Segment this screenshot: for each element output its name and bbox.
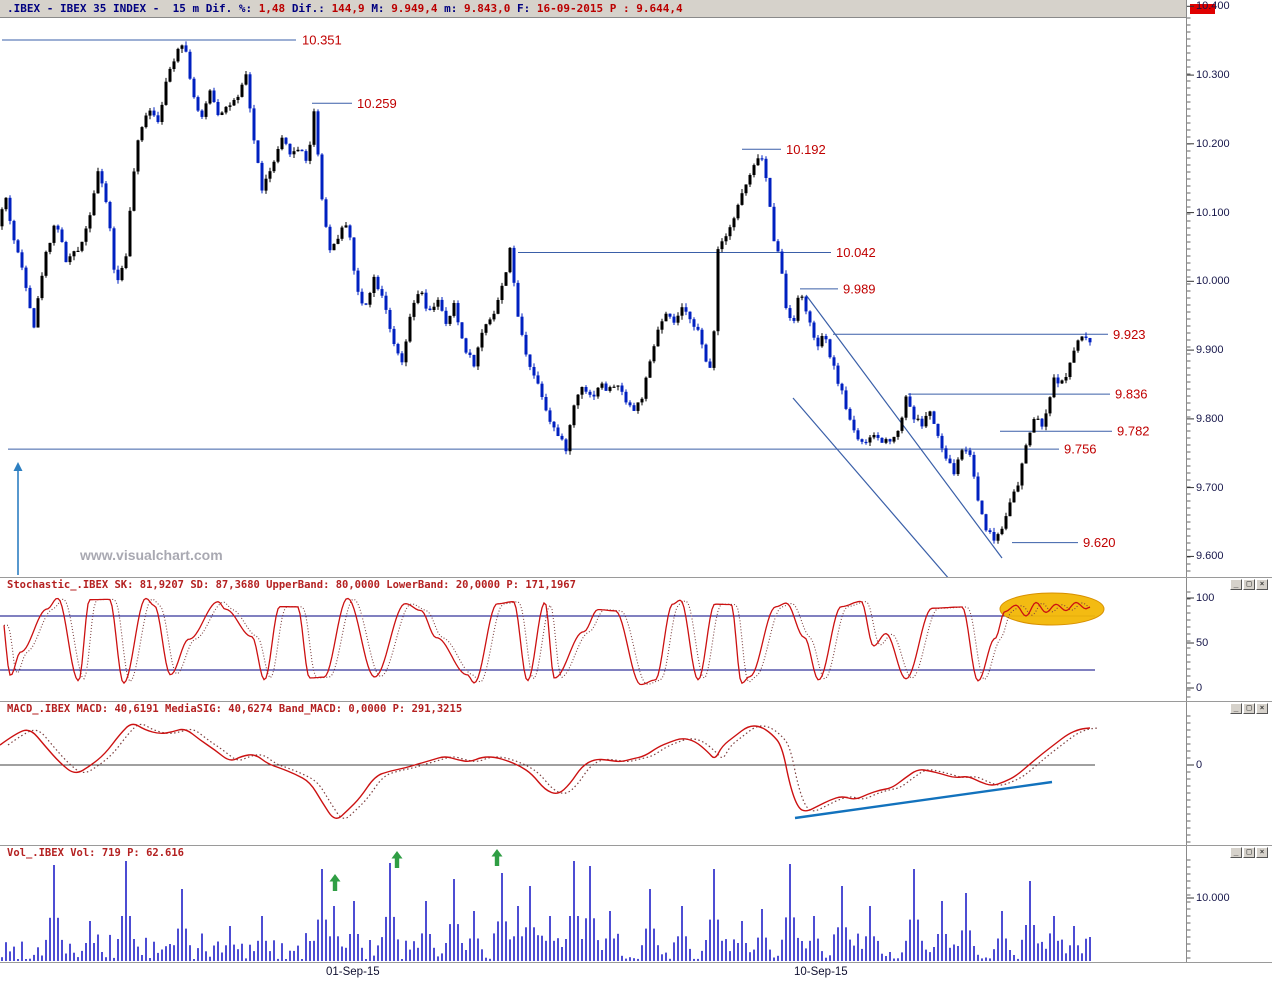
macd-header: MACD_.IBEX MACD: 40,6191 MediaSIG: 40,62… (0, 702, 1186, 716)
title-segment: 144,9 (331, 2, 372, 15)
axis-tick-label: 9.900 (1196, 344, 1224, 356)
volume-header-text: Vol_.IBEX Vol: 719 P: 62.616 (7, 847, 185, 859)
axis-tick-label: 10.000 (1196, 892, 1230, 904)
price-level-label: 9.620 (1083, 535, 1116, 550)
date-label-01-sep: 01-Sep-15 (326, 966, 380, 978)
title-segment: M: (371, 2, 392, 15)
axis-tick-label: 0 (1196, 759, 1203, 771)
price-level-label: 10.192 (786, 142, 826, 157)
macd-trendline[interactable] (794, 780, 1053, 820)
stochastic-chart (0, 592, 1105, 686)
price-level-label: 9.923 (1113, 327, 1146, 342)
green-up-arrow-icon[interactable] (491, 849, 503, 866)
price-level-label: 10.259 (357, 96, 397, 111)
candlesticks (0, 41, 1092, 544)
stochastic-header: Stochastic_.IBEX SK: 81,9207 SD: 87,3680… (0, 578, 1186, 592)
macd-header-text: MACD_.IBEX MACD: 40,6191 MediaSIG: 40,62… (7, 703, 463, 715)
alert-indicator[interactable] (1190, 4, 1215, 14)
axis-tick-label: 10.000 (1196, 275, 1230, 287)
close-button[interactable]: × (1256, 579, 1268, 590)
support-resistance-levels: 10.351 10.259 10.192 10.042 9.989 9.923 9.836 9… (2, 33, 1150, 550)
panel-divider (0, 962, 1272, 963)
title-text: .IBEX - IBEX 35 INDEX - 15 m Dif. %: 1,4… (7, 2, 683, 15)
highlight-ellipse[interactable] (999, 592, 1105, 626)
title-segment: - IBEX 35 INDEX - (40, 2, 173, 15)
price-level-label: 9.989 (843, 281, 876, 296)
axis-tick-label: 100 (1196, 592, 1215, 604)
price-level-label: 9.836 (1115, 387, 1148, 402)
macd-signal-line (7, 723, 1099, 819)
title-bar[interactable]: .IBEX - IBEX 35 INDEX - 15 m Dif. %: 1,4… (0, 0, 1186, 18)
minimize-button[interactable]: _ (1230, 847, 1242, 858)
axis-tick-label: 0 (1196, 682, 1203, 694)
stochastic-plot[interactable] (0, 592, 1186, 701)
axis-ticks (1187, 5, 1194, 959)
volume-chart (1, 849, 1091, 961)
macd-chart (0, 723, 1099, 820)
title-segment: 1,48 (258, 2, 292, 15)
title-segment: Dif.: (291, 2, 332, 15)
candlestick-chart: 10.351 10.259 10.192 10.042 9.989 9.923 9.836 9… (0, 33, 1150, 577)
title-segment: 16-09-2015 (536, 2, 610, 15)
volume-bars (1, 861, 1091, 961)
panel-divider (0, 701, 1272, 702)
axis-tick-label: 9.600 (1196, 550, 1224, 562)
main-chart-plot[interactable]: 10.351 10.259 10.192 10.042 9.989 9.923 9.836 9… (0, 18, 1186, 577)
axis-tick-label: 10.300 (1196, 69, 1230, 81)
minimize-button[interactable]: _ (1230, 579, 1242, 590)
title-segment: 9.644,4 (636, 2, 683, 15)
axis-tick-label: 50 (1196, 637, 1209, 649)
panel-divider (0, 845, 1272, 846)
green-up-arrow-icon[interactable] (391, 851, 403, 868)
volume-plot[interactable] (0, 849, 1186, 962)
stochastic-sk-line (3, 597, 1091, 686)
axis-tick-label: 10.400 (1196, 0, 1230, 12)
measure-arrow[interactable] (13, 462, 23, 575)
price-level-label: 10.351 (302, 33, 342, 48)
close-button[interactable]: × (1256, 847, 1268, 858)
macd-line (0, 723, 1091, 819)
axis-tick-label: 9.800 (1196, 413, 1224, 425)
price-level-label: 10.042 (836, 245, 876, 260)
title-segment: 9.843,0 (464, 2, 518, 15)
axis-tick-label: 9.700 (1196, 482, 1224, 494)
panel-divider (0, 577, 1272, 578)
stochastic-header-text: Stochastic_.IBEX SK: 81,9207 SD: 87,3680… (7, 579, 576, 591)
axis-tick-label: 10.100 (1196, 207, 1230, 219)
watermark: www.visualchart.com (79, 547, 223, 563)
date-label-10-sep: 10-Sep-15 (794, 966, 848, 978)
title-segment: .IBEX (7, 2, 41, 15)
title-segment: 9.949,4 (391, 2, 445, 15)
panel-window-controls: _ □ × (1230, 579, 1268, 590)
trend-channel[interactable] (792, 294, 1003, 577)
minimize-button[interactable]: _ (1230, 703, 1242, 714)
time-axis: 01-Sep-15 10-Sep-15 (0, 963, 1272, 981)
price-level-label: 9.782 (1117, 424, 1150, 439)
title-segment: 15 m (172, 2, 206, 15)
panel-window-controls: _ □ × (1230, 703, 1268, 714)
title-segment: Dif. %: (205, 2, 259, 15)
maximize-button[interactable]: □ (1243, 579, 1255, 590)
panel-window-controls: _ □ × (1230, 847, 1268, 858)
price-level-label: 9.756 (1064, 442, 1097, 457)
title-segment: P : (609, 2, 637, 15)
title-segment: F: (517, 2, 537, 15)
title-segment: m: (444, 2, 465, 15)
green-up-arrow-icon[interactable] (329, 874, 341, 891)
maximize-button[interactable]: □ (1243, 703, 1255, 714)
axis-tick-label: 10.200 (1196, 138, 1230, 150)
close-button[interactable]: × (1256, 703, 1268, 714)
volume-header: Vol_.IBEX Vol: 719 P: 62.616 (0, 846, 1186, 860)
macd-plot[interactable] (0, 716, 1186, 845)
maximize-button[interactable]: □ (1243, 847, 1255, 858)
price-axis-column[interactable]: 10.400 10.300 10.200 10.100 10.000 9.900 9.800… (1186, 0, 1272, 963)
